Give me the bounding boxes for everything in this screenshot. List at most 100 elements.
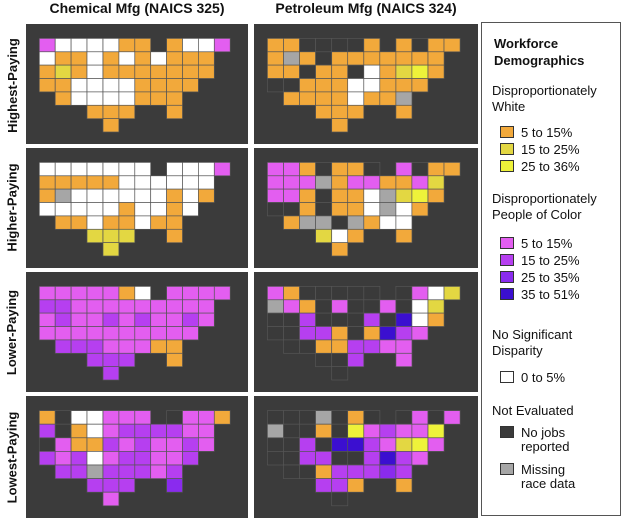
state-region [283, 215, 300, 230]
state-region [86, 228, 104, 244]
state-region [86, 326, 104, 341]
state-region [267, 410, 284, 425]
map-petroleum-highest [254, 24, 478, 144]
state-region [395, 78, 413, 93]
legend-swatch [500, 371, 514, 383]
legend-item-missing: Missing race data [500, 463, 591, 491]
state-region [395, 339, 413, 354]
state-region [54, 437, 72, 452]
legend-item-white-2: 15 to 25% [500, 143, 580, 157]
state-region [395, 451, 413, 466]
legend-swatch [500, 126, 514, 138]
state-region [331, 91, 349, 106]
state-region [86, 162, 104, 177]
state-region [198, 188, 215, 203]
state-region [283, 451, 300, 466]
state-region [331, 410, 349, 425]
state-region [182, 162, 199, 177]
state-region [54, 162, 72, 177]
state-region [331, 175, 349, 190]
state-region [395, 423, 413, 439]
state-region [134, 286, 152, 301]
state-region [166, 286, 183, 301]
state-region [38, 286, 56, 301]
state-region [299, 38, 316, 53]
state-region [54, 64, 72, 79]
state-region [331, 339, 349, 354]
state-region [54, 464, 72, 479]
state-region [134, 464, 152, 479]
state-region [411, 64, 429, 79]
state-region [54, 91, 72, 106]
legend-group-notevaluated: Not Evaluated [492, 403, 574, 418]
state-region [38, 51, 56, 66]
legend-item-label: 15 to 25% [521, 142, 580, 157]
state-region [283, 326, 300, 341]
state-region [283, 410, 300, 425]
legend-item-nojobs: No jobs reported [500, 426, 591, 454]
state-region [315, 286, 333, 301]
state-region [299, 78, 316, 93]
map-petroleum-lower [254, 272, 478, 392]
state-region [363, 299, 381, 314]
state-region [86, 38, 104, 53]
legend-swatch [500, 237, 514, 249]
state-region [150, 299, 167, 314]
map-chemical-lower [26, 272, 248, 392]
state-region [267, 175, 284, 190]
state-region [70, 339, 88, 354]
column-title-chemical: Chemical Mfg (NAICS 325) [49, 0, 225, 16]
state-region [198, 423, 215, 439]
state-region [86, 478, 104, 493]
map-chemical-lowest [26, 396, 248, 518]
state-region [379, 91, 397, 106]
state-region [315, 51, 333, 66]
state-region [411, 162, 429, 177]
state-region [102, 451, 120, 466]
state-region [54, 51, 72, 66]
state-region [38, 437, 56, 452]
state-region [38, 162, 56, 177]
state-region [102, 410, 120, 425]
state-region [38, 38, 56, 53]
state-region [443, 162, 461, 177]
state-region [347, 326, 365, 341]
state-region [299, 437, 316, 452]
state-region [283, 188, 300, 203]
state-region [411, 202, 429, 217]
state-region [198, 38, 215, 53]
state-region [347, 286, 365, 301]
state-region [347, 175, 365, 190]
state-region [166, 38, 183, 53]
state-region [347, 91, 365, 106]
state-region [118, 175, 136, 190]
state-mosaic [38, 286, 231, 381]
state-region [331, 352, 349, 368]
state-region [315, 228, 333, 244]
state-region [86, 104, 104, 120]
state-region [86, 64, 104, 79]
state-region [54, 215, 72, 230]
state-region [331, 451, 349, 466]
state-region [379, 202, 397, 217]
state-region [331, 188, 349, 203]
state-region [166, 162, 183, 177]
legend-swatch [500, 288, 514, 300]
legend-item-label: 5 to 15% [521, 236, 573, 251]
state-region [70, 78, 88, 93]
state-region [102, 175, 120, 190]
state-region [70, 162, 88, 177]
row-title-lowest-paying: Lowest-Paying [4, 411, 20, 503]
state-region [198, 162, 215, 177]
state-region [102, 352, 120, 368]
row-title-higher-paying: Higher-Paying [4, 162, 20, 252]
state-region [182, 38, 199, 53]
state-region [331, 162, 349, 177]
legend-swatch [500, 254, 514, 266]
state-region [331, 228, 349, 244]
state-region [347, 215, 365, 230]
state-region [102, 228, 120, 244]
state-region [102, 202, 120, 217]
state-region [283, 464, 300, 479]
legend: Workforce Demographics Disproportionatel… [481, 22, 621, 516]
